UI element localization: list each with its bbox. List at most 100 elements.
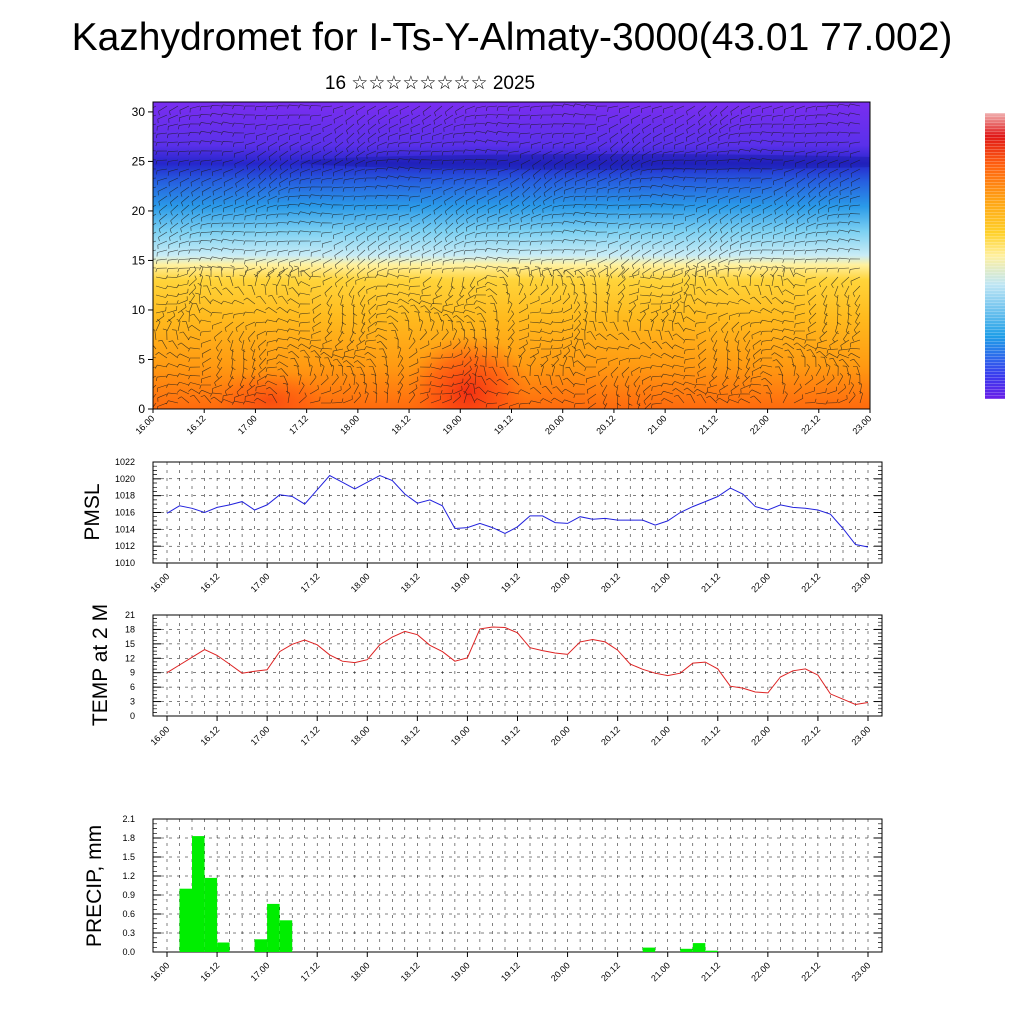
pmsl-axis-label: PMSL xyxy=(81,483,104,540)
heatmap-x-tick-label: 18.00 xyxy=(338,413,361,436)
heatmap-x-tick-label: 16.12 xyxy=(185,413,208,436)
precip-bar xyxy=(642,947,656,952)
temp-grid xyxy=(153,614,882,717)
precip-bar xyxy=(267,903,280,952)
heatmap-warm-patch xyxy=(210,370,330,409)
precip-bars xyxy=(179,836,718,952)
temp-x-tick-label: 22.12 xyxy=(799,724,822,747)
heatmap-x-tick-label: 20.00 xyxy=(543,413,566,436)
temp-x-tick-label: 20.00 xyxy=(549,724,572,747)
pmsl-x-tick-label: 17.00 xyxy=(249,571,272,594)
heatmap-x-tick-label: 21.00 xyxy=(646,413,669,436)
precip-bar xyxy=(217,942,230,952)
heatmap-x-tick-label: 19.12 xyxy=(492,413,515,436)
precip-x-tick-label: 19.00 xyxy=(449,960,472,983)
precip-y-tick-label: 2.1 xyxy=(122,814,135,824)
pmsl-minor-ticks xyxy=(153,465,882,560)
precip-bar xyxy=(192,836,205,952)
precip-x-tick-label: 22.12 xyxy=(799,960,822,983)
heatmap-y-tick-label: 20 xyxy=(132,204,146,218)
precip-y-tick-label: 0.0 xyxy=(122,947,135,957)
heatmap-x-tick-label: 21.12 xyxy=(697,413,720,436)
precip-x-axis: 16.00 16.12 17.00 17.12 18.00 18.12 19.00 19.12… xyxy=(148,952,872,983)
heatmap-warm-core xyxy=(406,334,530,409)
precip-panel: 0.0 0.3 0.6 0.9 1.2 1.5 1.8 2.1 16.00 16.12 17.00… xyxy=(83,814,883,983)
temp-x-tick-label: 19.12 xyxy=(499,724,522,747)
temp-y-tick-label: 21 xyxy=(125,610,135,620)
precip-bar xyxy=(279,920,293,952)
pmsl-x-tick-label: 20.00 xyxy=(549,571,572,594)
temp-panel: 0 3 6 9 12 15 18 21 16.00 16.12 17.00 17.12 18.00 18… xyxy=(89,604,883,747)
precip-bar xyxy=(680,948,693,952)
temp-gridlines xyxy=(153,614,882,717)
heatmap-y-tick-label: 5 xyxy=(138,352,145,366)
precip-minor-ticks xyxy=(153,823,882,948)
precip-y-tick-label: 1.8 xyxy=(122,833,135,843)
heatmap-cold-band xyxy=(300,154,870,170)
precip-y-tick-label: 0.6 xyxy=(122,909,135,919)
heatmap-y-tick-label: 10 xyxy=(132,303,146,317)
pmsl-y-tick-label: 1016 xyxy=(115,508,135,518)
precip-x-tick-label: 22.00 xyxy=(749,960,772,983)
temp-x-tick-label: 19.00 xyxy=(449,724,472,747)
heatmap-x-tick-label: 20.12 xyxy=(594,413,617,436)
pmsl-y-tick-label: 1010 xyxy=(115,558,135,568)
precip-bar xyxy=(692,943,706,952)
temp-x-tick-label: 21.12 xyxy=(699,724,722,747)
temp-y-tick-label: 6 xyxy=(130,682,135,692)
temp-minor-ticks xyxy=(153,618,882,713)
pmsl-x-tick-label: 23.00 xyxy=(849,571,872,594)
chart-title: Kazhydromet for I-Ts-Y-Almaty-3000(43.01… xyxy=(71,16,953,59)
precip-bar xyxy=(179,888,192,952)
precip-x-tick-label: 17.00 xyxy=(249,960,272,983)
precip-x-tick-label: 20.00 xyxy=(549,960,572,983)
precip-bar xyxy=(705,950,718,952)
pmsl-x-tick-label: 19.00 xyxy=(449,571,472,594)
precip-axis-label: PRECIP, mm xyxy=(83,825,106,947)
temp-x-tick-label: 16.12 xyxy=(198,724,221,747)
heatmap-y-tick-label: 30 xyxy=(132,105,146,119)
temp-series-line xyxy=(166,626,869,706)
precip-x-tick-label: 16.12 xyxy=(198,960,221,983)
temp-x-tick-label: 18.12 xyxy=(399,724,422,747)
pmsl-y-axis: 1010 1012 1014 1016 1018 1020 1022 xyxy=(115,457,882,568)
pmsl-x-tick-label: 16.00 xyxy=(148,571,171,594)
temp-y-tick-label: 9 xyxy=(130,668,135,678)
wind-barbs xyxy=(153,103,863,409)
precip-bar xyxy=(204,877,218,952)
heatmap-x-tick-label: 23.00 xyxy=(850,413,873,436)
temp-x-tick-label: 16.00 xyxy=(148,724,171,747)
heatmap-panel: 0 5 10 15 20 25 30 16.00 16.12 17.00 17.12 18.00 18… xyxy=(132,101,873,436)
precip-x-tick-label: 21.00 xyxy=(649,960,672,983)
heatmap-y-axis: 0 5 10 15 20 25 30 xyxy=(132,105,153,416)
pmsl-y-tick-label: 1022 xyxy=(115,457,135,467)
heatmap-x-tick-label: 16.00 xyxy=(133,413,156,436)
pmsl-x-tick-label: 19.12 xyxy=(499,571,522,594)
colorbar xyxy=(985,113,1005,399)
temp-x-tick-label: 18.00 xyxy=(349,724,372,747)
precip-x-tick-label: 19.12 xyxy=(499,960,522,983)
temp-x-tick-label: 22.00 xyxy=(749,724,772,747)
temp-y-tick-label: 0 xyxy=(130,711,135,721)
temp-x-tick-label: 17.12 xyxy=(299,724,322,747)
temp-y-axis: 0 3 6 9 12 15 18 21 xyxy=(125,610,882,721)
pmsl-series-line xyxy=(166,474,869,548)
precip-y-tick-label: 0.9 xyxy=(122,890,135,900)
pmsl-y-tick-label: 1014 xyxy=(115,524,135,534)
temp-x-axis: 16.00 16.12 17.00 17.12 18.00 18.12 19.00 19.12… xyxy=(148,716,872,747)
pmsl-y-tick-label: 1020 xyxy=(115,474,135,484)
heatmap-x-tick-label: 17.12 xyxy=(287,413,310,436)
temp-x-tick-label: 17.00 xyxy=(249,724,272,747)
pmsl-x-tick-label: 18.12 xyxy=(399,571,422,594)
temp-x-tick-label: 20.12 xyxy=(599,724,622,747)
wind-barb-field xyxy=(153,103,863,409)
heatmap-x-tick-label: 19.00 xyxy=(441,413,464,436)
precip-x-tick-label: 18.12 xyxy=(399,960,422,983)
pmsl-x-tick-label: 22.00 xyxy=(749,571,772,594)
precip-x-tick-label: 21.12 xyxy=(699,960,722,983)
heatmap-x-tick-label: 22.12 xyxy=(799,413,822,436)
precip-gridlines xyxy=(153,818,882,953)
pmsl-x-tick-label: 22.12 xyxy=(799,571,822,594)
